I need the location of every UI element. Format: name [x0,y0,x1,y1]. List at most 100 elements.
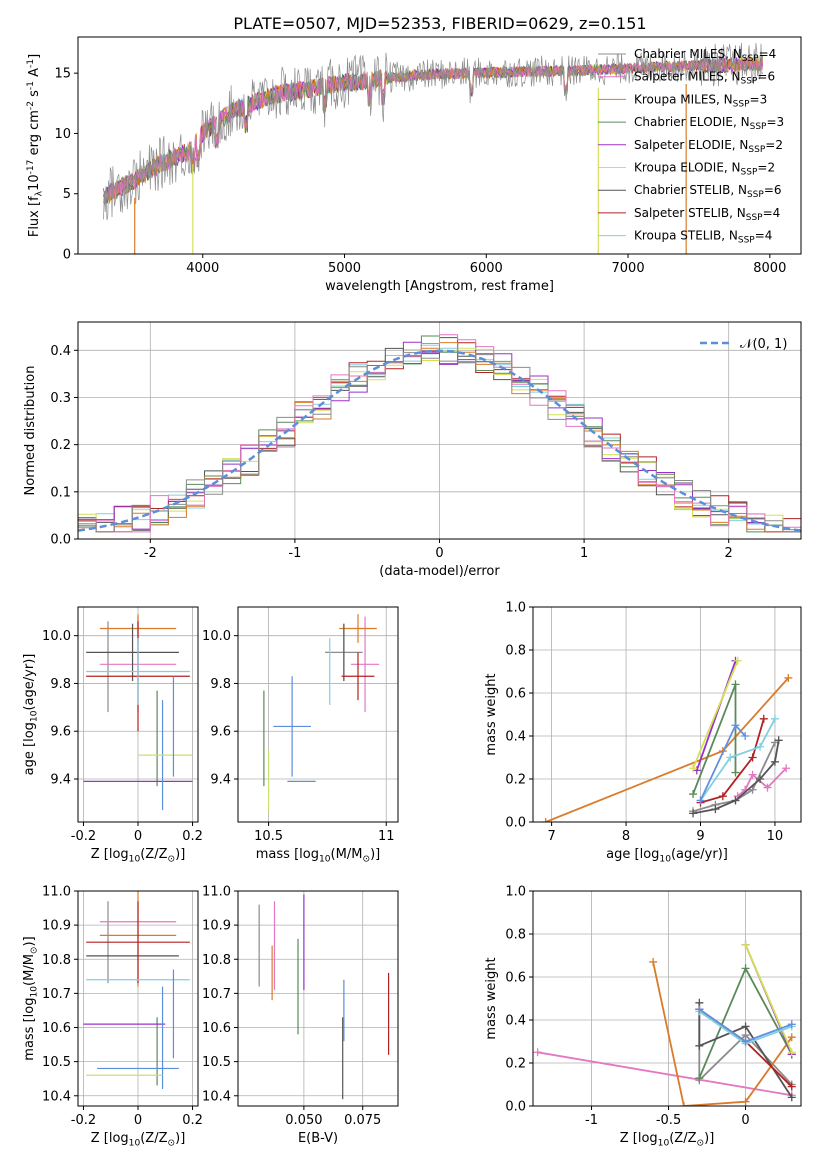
legend-sub: SSP [747,190,764,200]
tick-label-x: 0.2 [182,829,203,844]
plot-area-spectrum [103,42,764,254]
label-fragment: wavelength [Angstrom, rest frame] [325,279,554,294]
legend-text: Salpeter ELODIE, N [634,138,748,152]
axis-label-y: mass [log10(M/M⊙)] [22,936,39,1060]
weight-marker [741,732,750,740]
legend-text: Salpeter STELIB, N [634,206,746,220]
weight-line [700,718,765,804]
legend-count: =6 [764,183,782,197]
residual-histogram [78,337,801,539]
tick-label-x: 0.075 [344,1113,381,1128]
axis-label-x: Z [log10(Z/Z⊙)] [91,847,186,864]
weight-marker [533,1048,542,1057]
axes-frame [532,890,802,1107]
legend-sub: SSP [738,236,755,246]
legend-count: =2 [757,161,775,175]
label-fragment: -17 [26,159,36,174]
tick-label-y: 10.4 [42,1089,71,1104]
label-fragment: 10 [129,854,141,864]
weight-marker [726,753,735,762]
legend-text: Salpeter MILES, N [634,70,741,84]
spectrum-line [103,55,764,204]
tick-label-y: 10.4 [202,1089,231,1104]
plot-area-weight-age [541,656,793,822]
tick-label-y: 1.0 [505,601,526,616]
label-fragment: s [27,90,42,101]
legend-label: Chabrier MILES, NSSP=4 [634,47,776,64]
weight-marker [759,714,768,723]
legend-label: 𝒩(0, 1) [740,337,787,352]
tick-label-y: 0.2 [505,773,526,788]
axis-label-x: mass [log10(M/M⊙)] [256,847,380,864]
tick-label-y: 9.8 [50,677,71,692]
legend-sub: SSP [742,54,759,64]
weight-marker [784,673,793,682]
legend-label: Kroupa MILES, NSSP=3 [634,92,767,109]
label-fragment: age [log [606,847,659,862]
legend-text: Kroupa ELODIE, N [634,161,741,175]
weight-line [744,944,793,1053]
legend-label: Chabrier ELODIE, NSSP=3 [634,115,784,132]
label-fragment: ⊙ [362,854,370,864]
gaussian-curve [78,349,801,532]
label-fragment: (Z/Z [140,847,167,862]
tick-label-x: 8000 [753,261,786,276]
weight-line [698,1002,793,1098]
weight-marker [741,1097,750,1106]
axis-label-x: (data-model)/error [379,564,500,579]
weight-marker [741,1037,750,1046]
legend-label: Salpeter STELIB, NSSP=4 [634,206,780,223]
weight-marker [718,792,727,801]
tick-label-x: 8 [622,829,630,844]
tick-label-x: 0 [435,546,443,561]
weight-marker [731,721,740,730]
tick-label-x: 0 [134,829,142,844]
tick-label-y: 10.7 [202,987,231,1002]
label-fragment: )] [175,847,185,862]
legend-label: Salpeter ELODIE, NSSP=2 [634,138,783,155]
label-fragment: 10 [658,1138,670,1148]
tick-label-x: -0.2 [71,829,96,844]
label-fragment: erg cm [27,110,42,159]
spectrum-line [103,42,764,221]
axes-residuals: -2 -1 0 1 2 0.0 0.1 0.2 0.3 0.4 (data-model)/error… [23,321,802,579]
tick-label-y: 10.9 [202,919,231,934]
weight-marker [733,656,742,665]
plot-area-mass-ebv [258,894,390,1100]
label-fragment: 10 [129,1138,141,1148]
tick-label-x: 6000 [470,261,503,276]
axes-age-Z: -0.2 0 0.29.49.69.810.0Z [log10(Z/Z⊙)]age … [22,606,203,864]
tick-label-y: 10.7 [42,987,71,1002]
tick-label-y: 0.0 [50,533,71,548]
weight-marker [763,783,772,792]
weight-marker [731,680,740,689]
axes-frame [237,890,399,1107]
tick-label-y: 10.8 [42,953,71,968]
label-fragment: 10 [29,710,39,722]
label-fragment: 10 [27,174,42,191]
residual-legend: 𝒩(0, 1) [700,337,787,352]
label-fragment: -2 [26,101,36,110]
label-fragment: -1 [26,81,36,90]
label-fragment: mass [log [256,847,319,862]
axis-label-x: Z [log10(Z/Z⊙)] [620,1131,715,1148]
tick-label-y: 11.0 [202,885,231,900]
tick-label-y: 11.0 [42,885,71,900]
tick-label-y: 0.2 [505,1057,526,1072]
weight-marker [679,1102,688,1106]
weight-marker [774,736,783,745]
axes-spectrum: 4000 5000 6000 7000 8000 0 5 10 15 wavelength [An… [26,36,802,294]
tick-label-y: 10.5 [42,1055,71,1070]
label-fragment: λ [34,190,44,196]
weight-line [692,660,739,769]
tick-label-x: 0.050 [285,1113,322,1128]
weight-line [537,1051,792,1097]
axis-label-x: E(B-V) [298,1131,338,1146]
weight-marker [649,957,658,966]
tick-label-y: 10.0 [202,629,231,644]
tick-label-x: 7 [547,829,555,844]
label-fragment: Normed distribution [23,366,38,496]
label-fragment: )] [175,1131,185,1146]
legend-sub: SSP [733,99,750,109]
